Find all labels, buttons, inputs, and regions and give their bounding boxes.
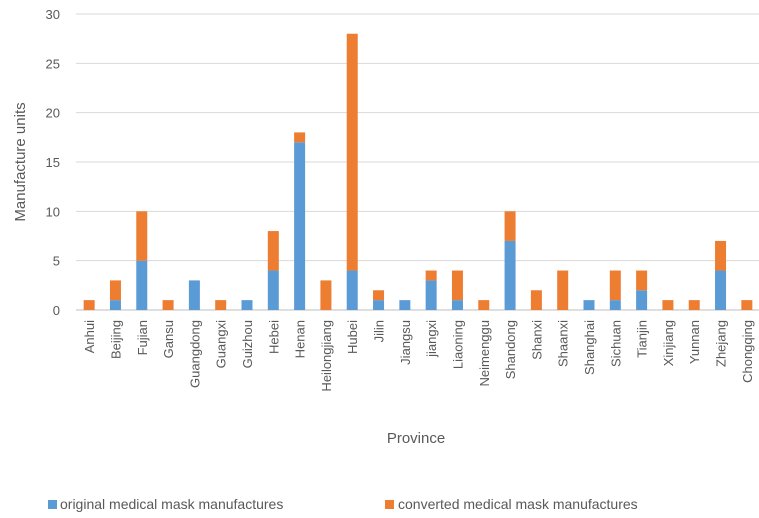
bars [83,33,753,310]
bar-original-guangdong [188,280,200,310]
x-axis-title: Province [387,430,445,447]
bar-original-sichuan [609,300,621,310]
x-tick-label: Jilin [372,320,387,342]
bar-converted-liaoning [451,270,463,301]
bar-original-tianjin [636,290,648,310]
bar-converted-hubei [346,33,358,271]
bar-converted-guangxi [215,300,227,310]
bar-converted-zhejang [715,240,727,271]
x-tick-label: Shaanxi [556,320,571,367]
bar-original-jiangsu [399,300,411,310]
x-tick-label: Sichuan [608,320,623,367]
y-tick-label: 5 [53,254,60,269]
bar-converted-yunnan [688,300,700,310]
x-tick-label: Tianjin [635,320,650,358]
bar-converted-xinjiang [662,300,674,310]
bar-converted-neimenggu [478,300,490,310]
legend-label-original: original medical mask manufactures [60,496,283,512]
bar-original-hubei [346,270,358,310]
bar-original-jilin [373,300,385,310]
x-tick-label: Chongqing [740,320,755,383]
bar-converted-fujian [136,211,148,261]
bar-original-liaoning [451,300,463,310]
bar-converted-shanxi [530,290,542,310]
bar-converted-tianjin [636,270,648,291]
bar-converted-chongqing [741,300,753,310]
bar-original-beijing [109,300,121,310]
bar-original-jiangxi [425,280,437,310]
y-tick-label: 15 [46,155,60,170]
y-tick-labels: 0 5 10 15 20 25 30 [46,7,60,318]
x-tick-label: jiangxi [424,320,439,358]
y-axis-title: Manufacture units [12,102,29,221]
legend-swatch-original [48,500,57,509]
x-tick-label: Guangdong [187,320,202,388]
legend: original medical mask manufactures conve… [48,496,638,512]
x-tick-label: Hubei [345,320,360,354]
x-tick-labels: Anhui Beijing Fujian Gansu Guangdong Guangxi G… [82,320,755,392]
legend-label-converted: converted medical mask manufactures [398,496,638,512]
x-tick-label: Zhejang [714,320,729,367]
x-tick-label: Jiangsu [398,320,413,365]
bar-original-guizhou [241,300,253,310]
legend-swatch-converted [385,500,394,509]
x-tick-label: Shanxi [529,320,544,360]
x-tick-label: Neimenggu [477,320,492,387]
bar-converted-beijing [109,280,121,301]
bar-original-fujian [136,260,148,310]
y-tick-label: 10 [46,204,60,219]
bar-converted-heilongjiang [320,280,332,310]
x-tick-label: Beijing [108,320,123,359]
bar-converted-anhui [83,300,95,310]
bar-original-hebei [267,270,279,310]
y-tick-label: 20 [46,106,60,121]
bar-converted-hebei [267,231,279,271]
y-tick-label: 30 [46,7,60,22]
bar-converted-henan [294,132,306,143]
bar-original-shanghai [583,300,595,310]
y-tick-label: 0 [53,303,60,318]
x-tick-label: Heilongjiang [319,320,334,392]
x-tick-label: Yunnan [687,320,702,364]
x-tick-label: Hebei [266,320,281,354]
y-tick-label: 25 [46,56,60,71]
bar-converted-shandong [504,211,516,241]
bar-converted-gansu [162,300,174,310]
x-tick-label: Shandong [503,320,518,379]
x-tick-label: Shanghai [582,320,597,375]
x-tick-label: Fujian [135,320,150,355]
bar-converted-shaanxi [557,270,569,310]
bar-converted-sichuan [609,270,621,301]
bar-original-shandong [504,240,516,310]
bar-original-zhejang [715,270,727,310]
x-tick-label: Gansu [161,320,176,358]
x-tick-label: Guizhou [240,320,255,368]
gridlines [76,13,759,311]
x-tick-label: Xinjiang [661,320,676,366]
x-tick-label: Guangxi [214,320,229,369]
x-tick-label: Henan [293,320,308,358]
x-tick-label: Anhui [82,320,97,353]
bar-original-henan [294,142,306,310]
bar-converted-jiangxi [425,270,437,281]
bar-converted-jilin [373,290,385,301]
x-tick-label: Liaoning [450,320,465,369]
